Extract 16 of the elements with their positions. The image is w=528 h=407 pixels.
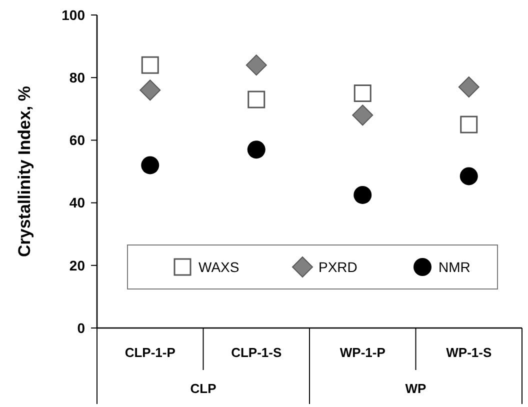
y-axis-title: Crystallinity Index, % bbox=[15, 86, 34, 257]
y-tick-label: 80 bbox=[69, 70, 86, 86]
y-tick-label: 0 bbox=[77, 320, 86, 336]
y-tick-label: 40 bbox=[69, 194, 86, 211]
legend-label: NMR bbox=[438, 258, 470, 275]
legend-label: WAXS bbox=[198, 258, 240, 275]
x-tick-label: CLP-1-P bbox=[124, 345, 176, 360]
x-tick-label: WP-1-P bbox=[340, 345, 386, 360]
y-tick-label: 20 bbox=[69, 257, 86, 274]
y-tick-label: 60 bbox=[69, 132, 86, 148]
x-tick-label: WP-1-S bbox=[446, 345, 492, 360]
legend-label: PXRD bbox=[318, 258, 358, 275]
x-tick-label: CLP-1-S bbox=[231, 345, 282, 360]
y-tick-label: 100 bbox=[62, 6, 86, 23]
text: CLP bbox=[190, 381, 217, 396]
text: WP bbox=[405, 381, 427, 396]
